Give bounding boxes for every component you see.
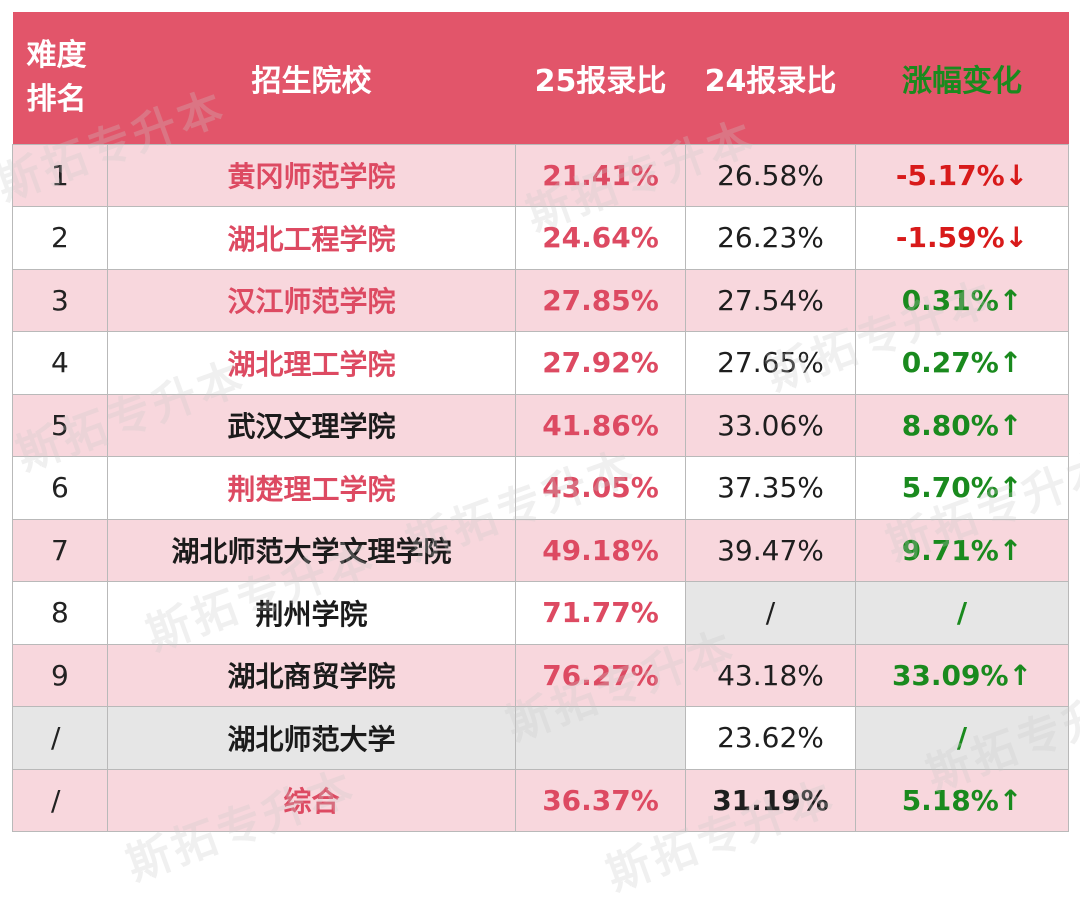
rank-cell: 2 <box>12 206 108 270</box>
ratio25-cell: 24.64% <box>515 206 686 270</box>
rank-cell: 9 <box>12 643 108 707</box>
change-cell: 8.80%↑ <box>855 393 1069 457</box>
school-cell: 武汉文理学院 <box>107 393 516 457</box>
change-cell: -1.59%↓ <box>855 206 1069 270</box>
ratio25-cell: 49.18% <box>515 518 686 582</box>
ratio24-cell: 37.35% <box>685 456 856 520</box>
school-cell: 黄冈师范学院 <box>107 143 516 207</box>
school-cell: 湖北商贸学院 <box>107 643 516 707</box>
ratio24-cell: 39.47% <box>685 518 856 582</box>
rank-cell: 7 <box>12 518 108 582</box>
rank-cell: / <box>12 706 108 770</box>
rank-cell: 8 <box>12 581 108 645</box>
school-cell: 湖北师范大学 <box>107 706 516 770</box>
ratio24-cell: 26.23% <box>685 206 856 270</box>
school-cell: 荆楚理工学院 <box>107 456 516 520</box>
header-rank: 难度 排名 <box>12 12 108 144</box>
rank-cell: 1 <box>12 143 108 207</box>
change-cell: / <box>855 581 1069 645</box>
change-cell: 5.70%↑ <box>855 456 1069 520</box>
header-rank-line2: 排名 <box>26 81 87 117</box>
table-row: 4 湖北理工学院 27.92% 27.65% 0.27%↑ <box>12 331 1069 395</box>
change-cell: 9.71%↑ <box>855 518 1069 582</box>
table-header-row: 难度 排名 招生院校 25报录比 24报录比 涨幅变化 <box>12 12 1069 144</box>
header-change: 涨幅变化 <box>855 12 1069 144</box>
change-cell: 0.31%↑ <box>855 268 1069 332</box>
table-row: 2 湖北工程学院 24.64% 26.23% -1.59%↓ <box>12 206 1069 270</box>
change-cell: / <box>855 706 1069 770</box>
ratio24-cell: 31.19% <box>685 768 856 832</box>
ratio25-cell: 27.92% <box>515 331 686 395</box>
ratio24-cell: / <box>685 581 856 645</box>
ratio24-cell: 27.54% <box>685 268 856 332</box>
ratio25-cell: 76.27% <box>515 643 686 707</box>
school-cell: 综合 <box>107 768 516 832</box>
admission-ratio-table-frame: 难度 排名 招生院校 25报录比 24报录比 涨幅变化 1 黄冈师范学院 21.41… <box>12 12 1069 832</box>
table-row: 7 湖北师范大学文理学院 49.18% 39.47% 9.71%↑ <box>12 518 1069 582</box>
table-body: 1 黄冈师范学院 21.41% 26.58% -5.17%↓ 2 湖北工程学院 24.64% 2… <box>12 143 1069 832</box>
change-cell: 5.18%↑ <box>855 768 1069 832</box>
ratio25-cell: 21.41% <box>515 143 686 207</box>
table-row: 9 湖北商贸学院 76.27% 43.18% 33.09%↑ <box>12 643 1069 707</box>
table-row: 1 黄冈师范学院 21.41% 26.58% -5.17%↓ <box>12 143 1069 207</box>
school-cell: 湖北理工学院 <box>107 331 516 395</box>
rank-cell: 5 <box>12 393 108 457</box>
admission-ratio-table: 难度 排名 招生院校 25报录比 24报录比 涨幅变化 1 黄冈师范学院 21.41… <box>12 12 1069 832</box>
ratio25-cell: 41.86% <box>515 393 686 457</box>
ratio25-cell: 71.77% <box>515 581 686 645</box>
ratio24-cell: 43.18% <box>685 643 856 707</box>
change-cell: 0.27%↑ <box>855 331 1069 395</box>
header-rank-line1: 难度 <box>26 37 87 73</box>
ratio24-cell: 26.58% <box>685 143 856 207</box>
ratio24-cell: 23.62% <box>685 706 856 770</box>
table-row: / 综合 36.37% 31.19% 5.18%↑ <box>12 768 1069 832</box>
table-row: 5 武汉文理学院 41.86% 33.06% 8.80%↑ <box>12 393 1069 457</box>
change-cell: 33.09%↑ <box>855 643 1069 707</box>
school-cell: 湖北工程学院 <box>107 206 516 270</box>
table-row: 6 荆楚理工学院 43.05% 37.35% 5.70%↑ <box>12 456 1069 520</box>
rank-cell: / <box>12 768 108 832</box>
school-cell: 汉江师范学院 <box>107 268 516 332</box>
ratio25-cell <box>515 706 686 770</box>
ratio25-cell: 27.85% <box>515 268 686 332</box>
school-cell: 荆州学院 <box>107 581 516 645</box>
change-cell: -5.17%↓ <box>855 143 1069 207</box>
rank-cell: 6 <box>12 456 108 520</box>
header-ratio24: 24报录比 <box>685 12 856 144</box>
ratio25-cell: 36.37% <box>515 768 686 832</box>
table-row: 8 荆州学院 71.77% / / <box>12 581 1069 645</box>
table-row: 3 汉江师范学院 27.85% 27.54% 0.31%↑ <box>12 268 1069 332</box>
ratio24-cell: 27.65% <box>685 331 856 395</box>
table-row: / 湖北师范大学 23.62% / <box>12 706 1069 770</box>
ratio24-cell: 33.06% <box>685 393 856 457</box>
header-ratio25: 25报录比 <box>515 12 686 144</box>
school-cell: 湖北师范大学文理学院 <box>107 518 516 582</box>
ratio25-cell: 43.05% <box>515 456 686 520</box>
header-school: 招生院校 <box>107 12 516 144</box>
rank-cell: 4 <box>12 331 108 395</box>
rank-cell: 3 <box>12 268 108 332</box>
